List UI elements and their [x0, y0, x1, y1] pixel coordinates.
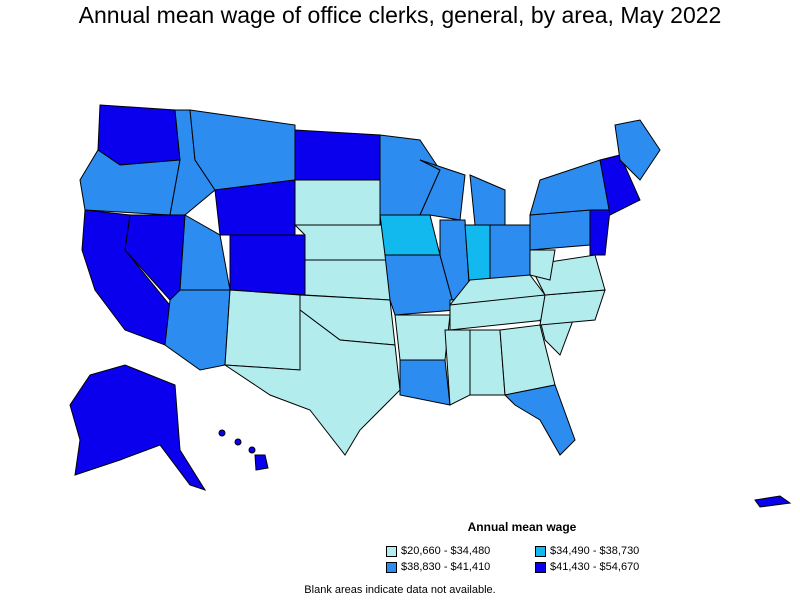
region-mississippi [444, 329, 471, 406]
region-new-mexico [224, 289, 301, 371]
region-north-carolina [539, 289, 606, 326]
legend-item: $20,660 - $34,480 [386, 545, 490, 557]
region-alabama [469, 329, 506, 396]
region-iowa [379, 214, 441, 256]
region-maine [614, 119, 661, 181]
contiguous-us [79, 104, 661, 456]
region-puerto-rico [754, 495, 792, 508]
legend-label: $20,660 - $34,480 [401, 545, 491, 557]
region-mid-atlantic [589, 209, 611, 256]
legend-swatch [535, 561, 546, 573]
region-kansas [304, 259, 391, 301]
region-michigan [469, 174, 506, 226]
region-arizona [164, 289, 231, 371]
legend-label: $38,830 - $41,410 [401, 561, 491, 573]
region-florida [503, 384, 576, 456]
region-arkansas [394, 314, 451, 361]
region-texas [223, 309, 401, 456]
region-pennsylvania [529, 209, 591, 251]
region-west-virginia [529, 249, 556, 281]
legend-swatch [386, 561, 397, 573]
region-north-dakota [294, 129, 381, 181]
region-south-dakota [294, 179, 381, 226]
legend-swatch [535, 545, 546, 557]
region-colorado [229, 234, 306, 296]
region-nebraska [293, 224, 391, 261]
legend-item: $38,830 - $41,410 [386, 561, 490, 573]
legend-item: $41,430 - $54,670 [535, 561, 639, 573]
map-title: Annual mean wage of office clerks, gener… [78, 2, 722, 28]
region-wisconsin [419, 159, 466, 221]
region-new-england [599, 154, 641, 216]
region-missouri [384, 254, 456, 316]
region-hawaii [218, 429, 269, 471]
footnote: Blank areas indicate data not available. [304, 584, 496, 596]
region-washington [97, 104, 181, 166]
region-new-york [529, 159, 611, 216]
legend-label: $41,430 - $54,670 [550, 561, 640, 573]
legend-title: Annual mean wage [467, 520, 577, 534]
region-louisiana [399, 359, 451, 406]
legend-label: $34,490 - $38,730 [550, 545, 640, 557]
legend-swatch [386, 545, 397, 557]
us-choropleth-map [69, 104, 792, 508]
region-alaska [69, 364, 207, 491]
region-wyoming [214, 179, 296, 236]
legend-item: $34,490 - $38,730 [535, 545, 639, 557]
